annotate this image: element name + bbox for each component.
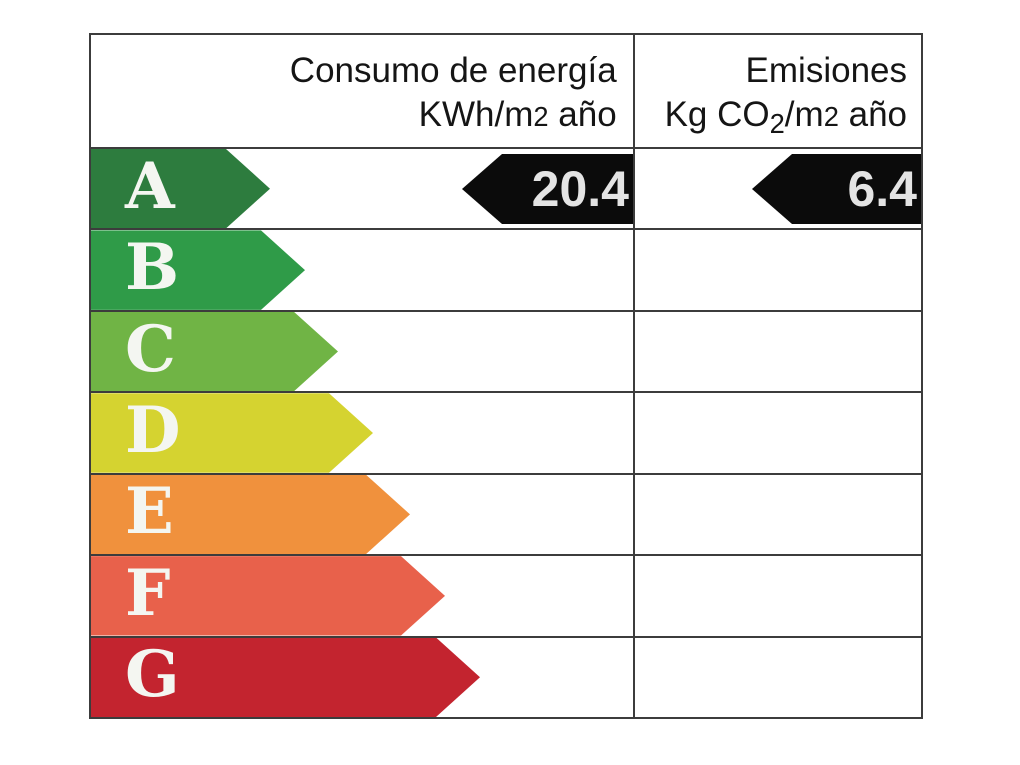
emissions-indicator-arrow: 6.4 (752, 154, 921, 224)
rating-row-c: C (91, 309, 921, 391)
rating-row-d: D (91, 391, 921, 472)
rating-arrow-f: F (91, 556, 445, 635)
header-emissions-units: Kg CO2/m2 año (664, 95, 907, 139)
header-emissions: Emisiones Kg CO2/m2 año (634, 35, 921, 147)
rating-letter-d: D (125, 392, 181, 468)
unit-superscript-2b: 2 (823, 101, 839, 132)
rating-arrow-e: E (91, 475, 410, 554)
rating-letter-e: E (125, 474, 174, 550)
consumption-value: 20.4 (531, 161, 629, 217)
rating-row-a: A 20.4 6.4 (91, 149, 921, 228)
rating-row-g: G (91, 635, 921, 717)
rating-letter-g: G (125, 637, 180, 713)
emissions-value: 6.4 (847, 161, 917, 217)
rating-arrow-d: D (91, 393, 373, 472)
rating-letter-c: C (125, 311, 176, 387)
table-header: Consumo de energía KWh/m2 año Emisiones … (91, 35, 921, 149)
rating-arrow-b: B (91, 230, 305, 309)
rating-row-f: F (91, 554, 921, 635)
header-emissions-line1: Emisiones (745, 51, 907, 90)
header-consumption-units: KWh/m2 año (418, 95, 617, 134)
energy-rating-table: Consumo de energía KWh/m2 año Emisiones … (89, 33, 923, 719)
column-divider (633, 35, 635, 717)
header-consumption-line1: Consumo de energía (289, 51, 617, 90)
unit-superscript-2: 2 (533, 101, 549, 132)
rating-letter-a: A (125, 148, 175, 224)
rating-arrow-a: A (91, 149, 270, 228)
header-consumption: Consumo de energía KWh/m2 año (91, 35, 632, 147)
unit-subscript-2: 2 (769, 107, 785, 139)
rating-letter-b: B (125, 230, 180, 306)
consumption-indicator-arrow: 20.4 (462, 154, 633, 224)
rating-letter-f: F (125, 555, 171, 631)
rating-row-e: E (91, 472, 921, 554)
rating-arrow-c: C (91, 312, 338, 391)
rating-arrow-g: G (91, 638, 480, 717)
rating-row-b: B (91, 228, 921, 309)
